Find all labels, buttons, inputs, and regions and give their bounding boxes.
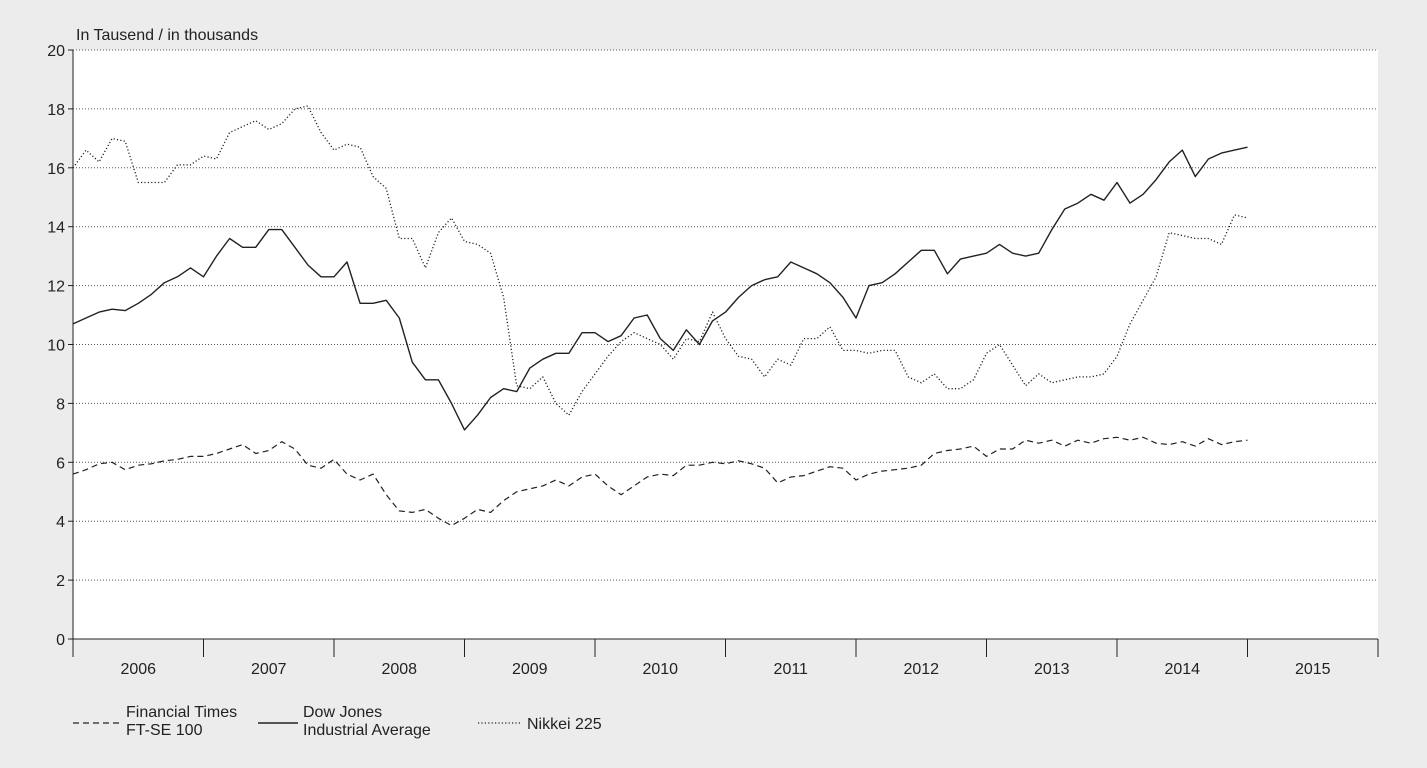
x-tick-label: 2009 — [512, 661, 548, 678]
y-axis-unit-label: In Tausend / in thousands — [76, 27, 258, 44]
axes: 0 2 4 6 8 10 12 14 16 18 20 2006 2007 2008 2009 2010 201… — [47, 43, 1379, 678]
x-tick-label: 2007 — [251, 661, 287, 678]
x-tick-label: 2006 — [120, 661, 156, 678]
y-tick-label: 8 — [56, 396, 65, 413]
series-line-dashed — [72, 436, 1248, 527]
x-tick-label: 2008 — [381, 661, 417, 678]
series-lines — [72, 105, 1248, 527]
legend-label: Dow Jones — [303, 704, 382, 721]
y-tick-label: 20 — [47, 43, 65, 60]
legend-label: Nikkei 225 — [527, 716, 602, 733]
x-tick-label: 2011 — [774, 661, 809, 678]
y-tick-label: 4 — [56, 514, 65, 531]
x-tick-label: 2013 — [1034, 661, 1070, 678]
y-tick-label: 14 — [47, 220, 65, 237]
plot-area — [73, 50, 1378, 639]
y-tick-label: 6 — [56, 455, 65, 472]
x-tick-label: 2012 — [903, 661, 939, 678]
y-tick-label: 10 — [47, 338, 65, 355]
y-tick-label: 0 — [56, 632, 65, 649]
x-tick-label: 2014 — [1164, 661, 1200, 678]
y-tick-label: 16 — [47, 161, 65, 178]
legend-label: Financial Times — [126, 704, 237, 721]
legend-label: Industrial Average — [303, 722, 431, 739]
y-tick-label: 12 — [47, 279, 65, 296]
x-tick-label: 2015 — [1295, 661, 1331, 678]
series-line-solid — [72, 146, 1248, 431]
y-tick-label: 2 — [56, 573, 65, 590]
x-tick-label: 2010 — [642, 661, 678, 678]
y-tick-label: 18 — [47, 102, 65, 119]
legend-label: FT-SE 100 — [126, 722, 203, 739]
